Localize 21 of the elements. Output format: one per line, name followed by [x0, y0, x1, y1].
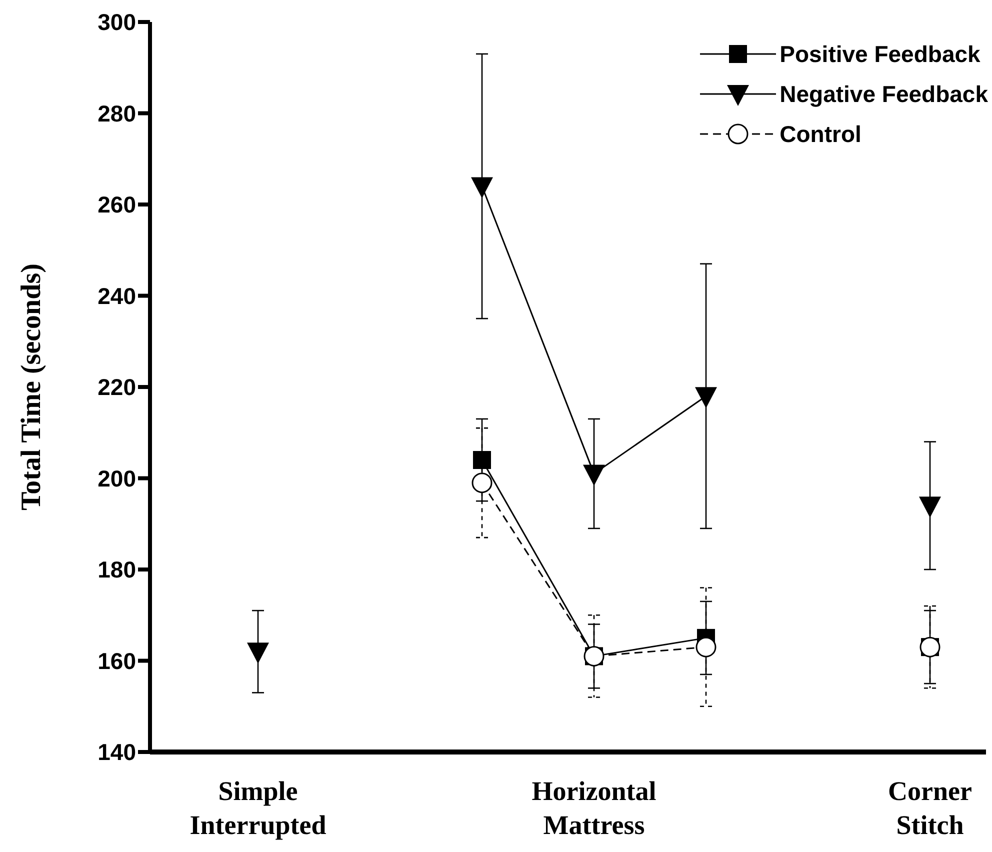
y-tick-label: 260 [98, 192, 136, 218]
x-tick-label: Simple Interrupted [190, 776, 326, 840]
y-tick-label: 200 [98, 465, 136, 492]
y-tick-label: 140 [98, 739, 136, 766]
legend-label: Positive Feedback [780, 40, 980, 68]
y-tick-label: 280 [98, 100, 136, 126]
legend-label: Control [780, 120, 862, 148]
legend-label: Negative Feedback [780, 80, 988, 108]
x-tick-label: Corner Stitch [888, 776, 972, 840]
y-tick-label: 240 [98, 282, 136, 309]
point [695, 387, 717, 408]
point [919, 496, 941, 518]
y-tick-label: 180 [98, 556, 136, 583]
point [583, 464, 605, 486]
point [696, 636, 716, 658]
y-tick-label: 300 [98, 9, 136, 36]
y-axis-title: Total Time (seconds) [16, 264, 47, 510]
y-tick-label: 220 [98, 374, 136, 400]
point [471, 177, 493, 198]
x-tick-label: Horizontal Mattress [532, 776, 657, 840]
y-tick-label: 160 [98, 648, 136, 674]
